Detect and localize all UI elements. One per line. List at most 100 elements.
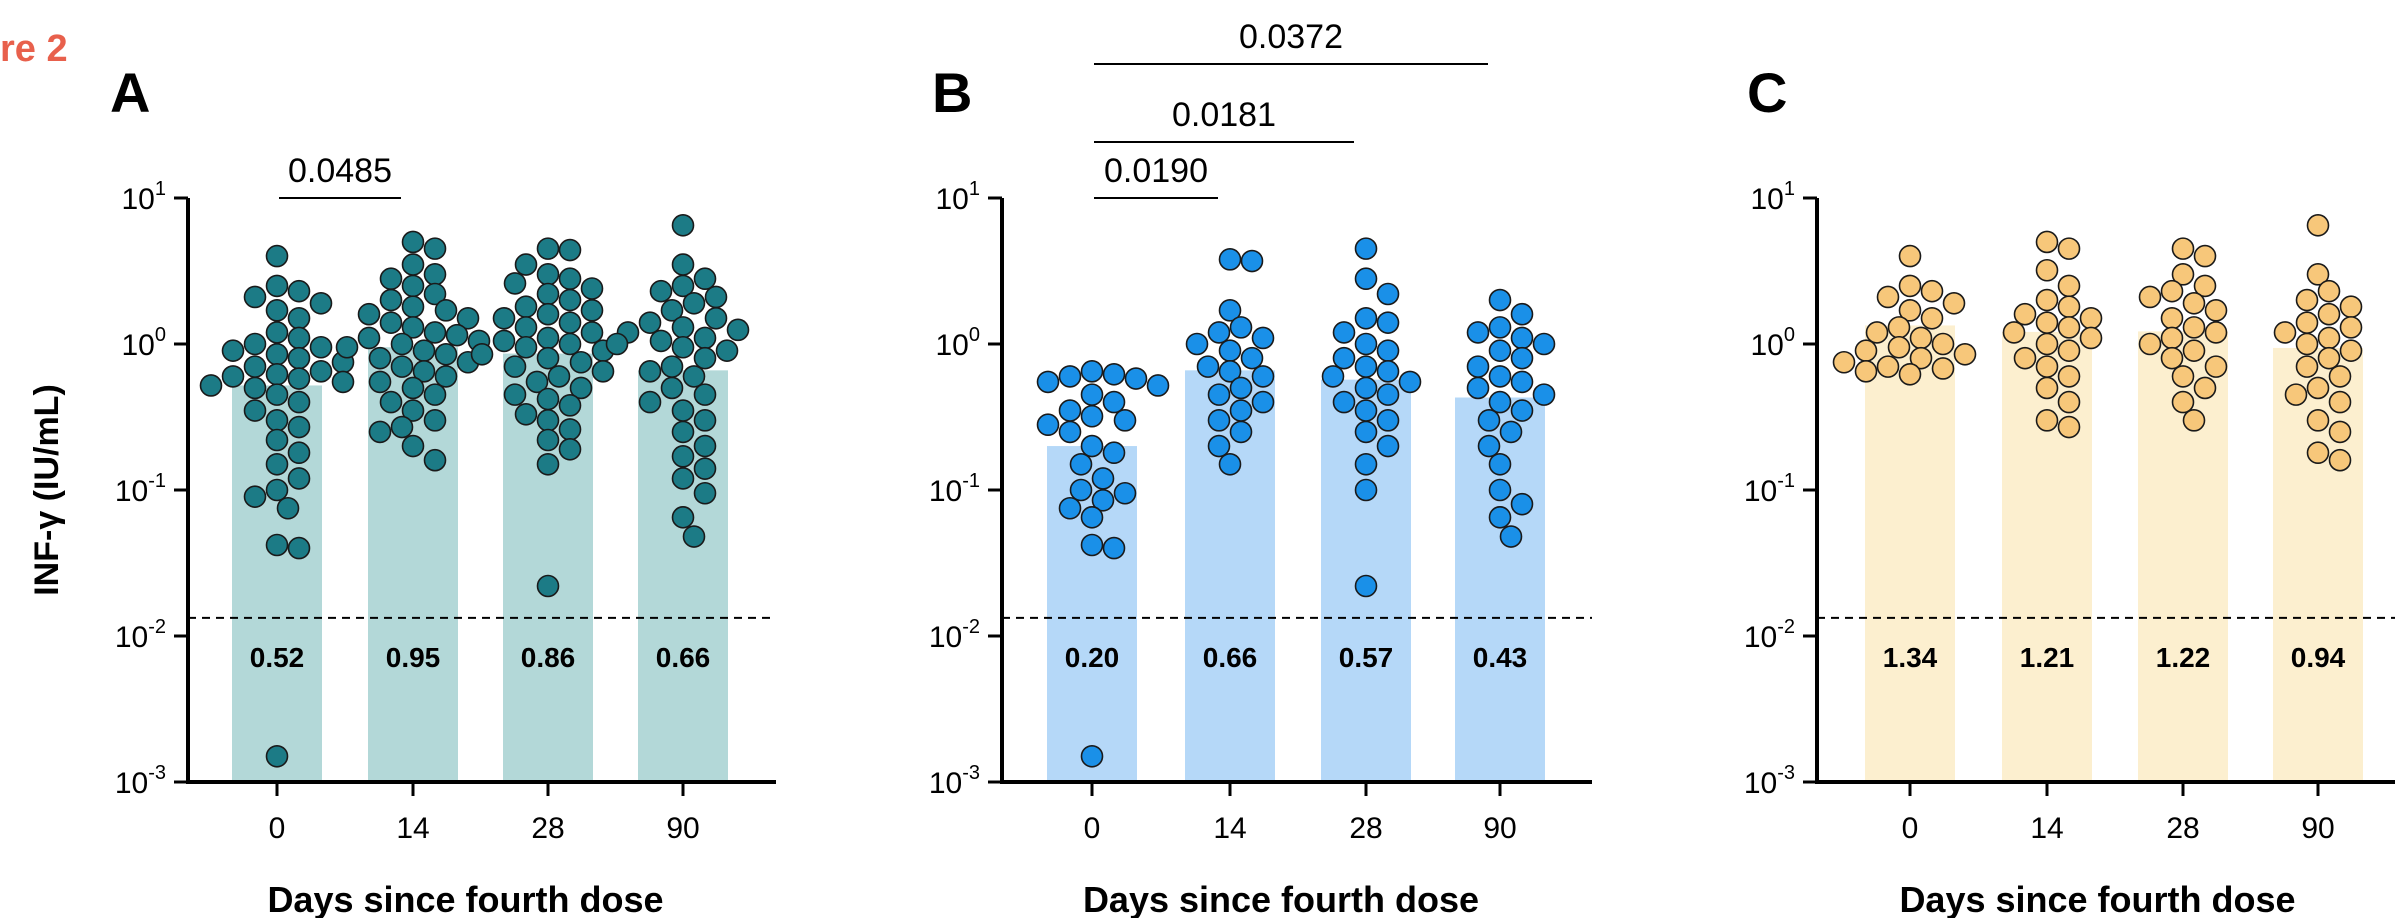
data-point	[2328, 448, 2352, 472]
data-point	[671, 420, 695, 444]
data-point	[547, 365, 571, 388]
data-point	[1942, 292, 1966, 315]
data-point	[331, 370, 355, 394]
data-point	[2057, 339, 2081, 362]
data-point	[1488, 478, 1512, 502]
data-point	[1321, 365, 1345, 388]
data-point	[558, 311, 582, 334]
y-tick-label: 100	[1751, 324, 1796, 362]
data-point	[1207, 383, 1231, 406]
median-bar	[1185, 370, 1275, 782]
y-tick-label: 10-3	[1744, 762, 1795, 800]
panel-letter: A	[110, 61, 150, 124]
data-point	[2317, 279, 2341, 303]
data-point	[514, 402, 538, 426]
data-point	[1069, 452, 1093, 476]
data-point	[1887, 335, 1911, 359]
data-point	[2160, 346, 2184, 370]
data-point	[1240, 249, 1264, 273]
data-point	[1146, 374, 1170, 397]
data-point	[309, 335, 333, 359]
data-point	[1080, 383, 1104, 406]
data-point	[243, 285, 267, 309]
data-point	[2079, 326, 2103, 350]
data-point	[1229, 316, 1253, 339]
data-point	[199, 374, 223, 397]
data-point	[357, 302, 381, 326]
data-point	[2057, 295, 2081, 319]
data-point	[1510, 326, 1534, 350]
data-point	[1102, 441, 1126, 465]
data-point	[569, 350, 593, 374]
data-point	[1488, 390, 1512, 414]
data-point	[423, 383, 447, 406]
data-point	[1854, 339, 1878, 362]
data-point	[671, 445, 695, 468]
data-point	[335, 335, 359, 359]
data-point	[514, 316, 538, 339]
data-point	[503, 355, 527, 378]
data-point	[2160, 326, 2184, 350]
data-point	[1499, 525, 1523, 548]
data-point	[704, 285, 728, 309]
data-point	[1102, 536, 1126, 560]
median-value-label: 1.22	[2156, 642, 2211, 673]
x-tick-label: 28	[531, 812, 564, 845]
data-point	[671, 274, 695, 298]
data-point	[660, 376, 684, 400]
y-tick-label: 10-2	[929, 616, 980, 654]
data-point	[2013, 302, 2037, 326]
data-point	[2317, 326, 2341, 350]
data-point	[649, 279, 673, 303]
data-point	[2339, 316, 2363, 339]
data-point	[1477, 434, 1501, 458]
data-point	[265, 274, 289, 298]
y-tick-label: 101	[936, 178, 981, 216]
data-point	[1091, 489, 1115, 512]
data-point	[1920, 306, 1944, 330]
data-point	[2035, 376, 2059, 400]
data-point	[1488, 339, 1512, 362]
data-point	[1113, 481, 1137, 505]
median-value-label: 0.86	[521, 642, 576, 673]
data-point	[693, 267, 717, 291]
data-point	[434, 365, 458, 388]
data-point	[2182, 339, 2206, 362]
data-point	[2057, 237, 2081, 260]
data-point	[423, 321, 447, 344]
data-point	[1251, 390, 1275, 414]
data-point	[536, 282, 560, 306]
data-point	[1898, 244, 1922, 268]
data-point	[1080, 506, 1104, 529]
data-point	[1207, 434, 1231, 458]
panel-b: 101 100 10-1 10-2 10-3 0 14 28 90 Days since four…	[929, 18, 1592, 918]
data-point	[401, 295, 425, 319]
panel-letter: C	[1747, 61, 1787, 124]
data-point	[638, 311, 662, 334]
data-point	[536, 302, 560, 326]
data-point	[1207, 321, 1231, 344]
data-point	[2328, 390, 2352, 414]
data-point	[2193, 244, 2217, 268]
data-point	[1354, 376, 1378, 400]
y-tick-label: 10-2	[1744, 616, 1795, 654]
data-point	[434, 343, 458, 366]
data-point	[2306, 441, 2330, 465]
data-point	[1080, 533, 1104, 557]
data-point	[2317, 346, 2341, 370]
data-point	[287, 367, 311, 390]
x-axis-label: Days since fourth dose	[1899, 879, 2295, 918]
data-point	[2035, 355, 2059, 378]
y-axis-label: INF-γ (IU/mL)	[28, 384, 66, 596]
data-point	[1354, 355, 1378, 378]
data-point	[671, 214, 695, 237]
data-point	[1532, 383, 1556, 406]
x-tick-label: 14	[2030, 812, 2063, 845]
data-point	[265, 343, 289, 366]
data-point	[2328, 420, 2352, 444]
data-point	[2057, 415, 2081, 439]
data-point	[1185, 332, 1209, 356]
data-point	[401, 376, 425, 400]
median-value-label: 0.57	[1339, 642, 1394, 673]
